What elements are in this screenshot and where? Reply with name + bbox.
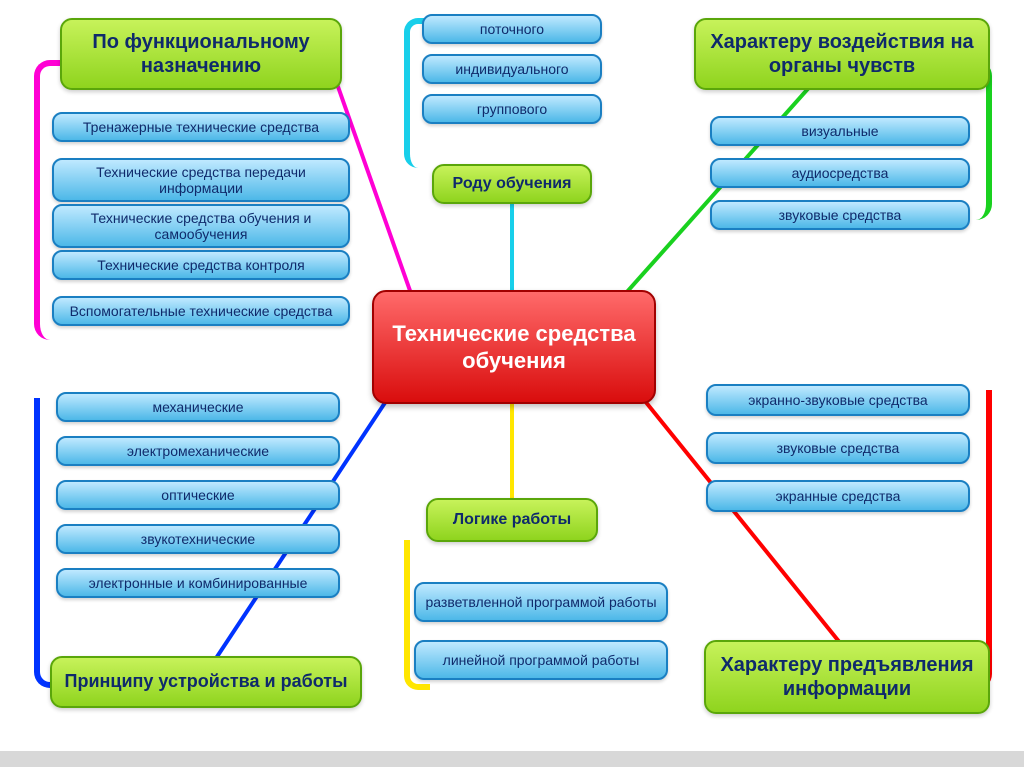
center-node: Технические средства обучения [372,290,656,404]
diagram-stage: Технические средства обучения По функцио… [0,0,1024,767]
pill-func-2: Технические средства обучения и самообуч… [52,204,350,248]
pill-func-1: Технические средства передачи информации [52,158,350,202]
cat-logic: Логике работы [426,498,598,542]
pill-device-1: электромеханические [56,436,340,466]
pill-present-2: экранные средства [706,480,970,512]
pill-senses-0: визуальные [710,116,970,146]
cat-device: Принципу устройства и работы [50,656,362,708]
bottom-bar [0,751,1024,767]
pill-senses-2: звуковые средства [710,200,970,230]
cat-functional: По функциональному назначению [60,18,342,90]
pill-device-4: электронные и комбинированные [56,568,340,598]
pill-func-0: Тренажерные технические средства [52,112,350,142]
pill-present-0: экранно-звуковые средства [706,384,970,416]
pill-senses-1: аудиосредства [710,158,970,188]
pill-rod-2: группового [422,94,602,124]
pill-logic-0: разветвленной программой работы [414,582,668,622]
pill-device-3: звукотехнические [56,524,340,554]
pill-func-3: Технические средства контроля [52,250,350,280]
pill-func-4: Вспомогательные технические средства [52,296,350,326]
pill-rod-1: индивидуального [422,54,602,84]
cat-senses: Характеру воздействия на органы чувств [694,18,990,90]
pill-logic-1: линейной программой работы [414,640,668,680]
cat-presentation: Характеру предъявления информации [704,640,990,714]
pill-rod-0: поточного [422,14,602,44]
pill-device-0: механические [56,392,340,422]
pill-present-1: звуковые средства [706,432,970,464]
cat-training-type: Роду обучения [432,164,592,204]
pill-device-2: оптические [56,480,340,510]
